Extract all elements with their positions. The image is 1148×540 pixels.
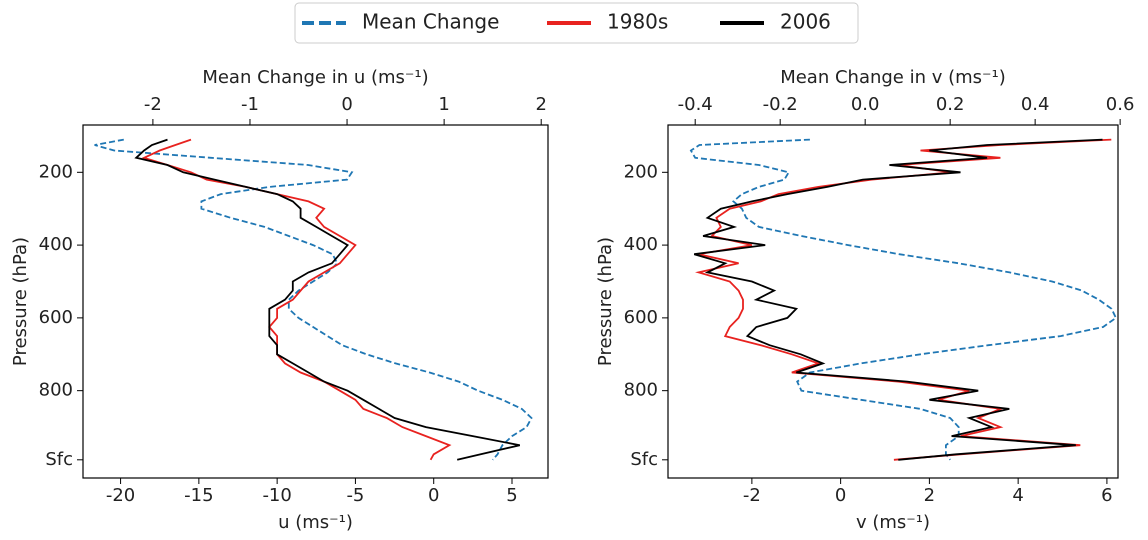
legend-label: 2006 bbox=[780, 10, 831, 34]
x-tick-label: -5 bbox=[346, 485, 364, 506]
series-line bbox=[689, 138, 1118, 461]
x2-tick-label: 0.2 bbox=[936, 94, 965, 115]
x-tick-label: -15 bbox=[184, 485, 213, 506]
y-tick-label: 200 bbox=[39, 161, 73, 182]
plot-frame bbox=[82, 124, 549, 479]
x-tick-label: 4 bbox=[1012, 485, 1023, 506]
x-tick-label: 5 bbox=[506, 485, 517, 506]
x-tick-label: 0 bbox=[428, 485, 439, 506]
x2-tick-label: 0 bbox=[341, 94, 352, 115]
x2-tick-label: -0.4 bbox=[678, 94, 713, 115]
y-axis-label: Pressure (hPa) bbox=[595, 237, 616, 366]
x2-tick-label: 2 bbox=[535, 94, 546, 115]
x-axis-label: u (ms⁻¹) bbox=[278, 512, 353, 533]
x-tick-label: -10 bbox=[262, 485, 291, 506]
x-tick-label: -2 bbox=[743, 485, 761, 506]
y-tick-label: 400 bbox=[624, 234, 658, 255]
y-tick-label: 800 bbox=[39, 380, 73, 401]
series-line bbox=[695, 138, 1112, 461]
legend-label: Mean Change bbox=[362, 10, 499, 34]
x2-tick-label: 1 bbox=[438, 94, 449, 115]
y-tick-label: Sfc bbox=[630, 449, 658, 470]
x2-tick-label: 0.4 bbox=[1021, 94, 1050, 115]
series-line bbox=[693, 138, 1103, 461]
x-tick-label: 0 bbox=[835, 485, 846, 506]
x2-tick-label: -2 bbox=[144, 94, 162, 115]
y-tick-label: 400 bbox=[39, 234, 73, 255]
plot-frame bbox=[667, 124, 1119, 479]
x2-tick-label: 0.0 bbox=[851, 94, 880, 115]
x2-axis-label: Mean Change in v (ms⁻¹) bbox=[780, 67, 1006, 88]
x2-tick-label: -0.2 bbox=[763, 94, 798, 115]
legend-label: 1980s bbox=[607, 10, 668, 34]
series-line bbox=[141, 138, 452, 461]
x-tick-label: -20 bbox=[106, 485, 135, 506]
y-tick-label: Sfc bbox=[45, 449, 73, 470]
x2-tick-label: 0.6 bbox=[1106, 94, 1135, 115]
x-tick-label: 6 bbox=[1101, 485, 1112, 506]
x-tick-label: 2 bbox=[924, 485, 935, 506]
y-tick-label: 600 bbox=[624, 307, 658, 328]
series-line bbox=[94, 138, 533, 461]
series-line bbox=[134, 138, 521, 461]
y-tick-label: 200 bbox=[624, 161, 658, 182]
x-axis-label: v (ms⁻¹) bbox=[856, 512, 930, 533]
x2-tick-label: -1 bbox=[241, 94, 259, 115]
y-tick-label: 600 bbox=[39, 307, 73, 328]
y-tick-label: 800 bbox=[624, 380, 658, 401]
x2-axis-label: Mean Change in u (ms⁻¹) bbox=[202, 67, 428, 88]
y-axis-label: Pressure (hPa) bbox=[10, 237, 31, 366]
